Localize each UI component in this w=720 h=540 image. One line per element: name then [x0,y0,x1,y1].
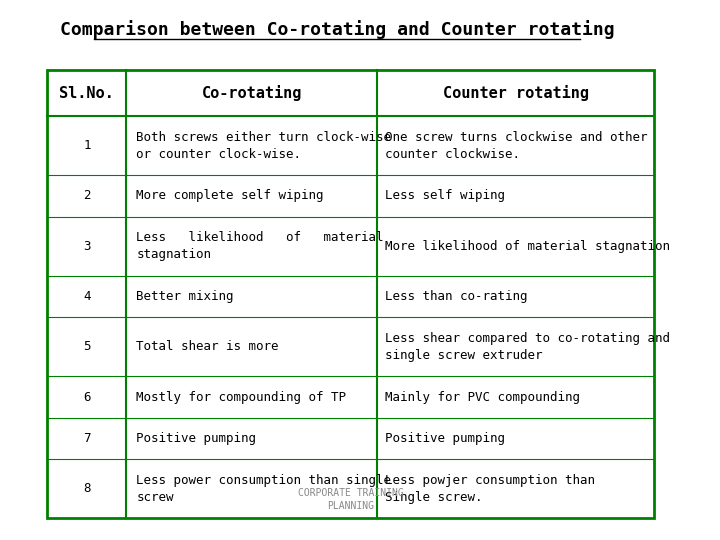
Text: 6: 6 [83,390,91,403]
Text: Less self wiping: Less self wiping [385,190,505,202]
Text: Co-rotating: Co-rotating [202,85,302,101]
Text: 2: 2 [83,190,91,202]
Text: One screw turns clockwise and other
counter clockwise.: One screw turns clockwise and other coun… [385,131,647,161]
Text: More likelihood of material stagnation: More likelihood of material stagnation [385,240,670,253]
Bar [48,70,654,518]
Text: Better mixing: Better mixing [137,290,234,303]
Text: Sl.No.: Sl.No. [60,86,114,100]
Text: Mostly for compounding of TP: Mostly for compounding of TP [137,390,346,403]
Text: 4: 4 [83,290,91,303]
Text: 8: 8 [83,482,91,495]
Text: Positive pumping: Positive pumping [137,432,256,445]
Text: Positive pumping: Positive pumping [385,432,505,445]
Text: 7: 7 [83,432,91,445]
Text: Less power consumption than single
screw: Less power consumption than single screw [137,474,392,504]
Text: CORPORATE TRAINING
PLANNING: CORPORATE TRAINING PLANNING [298,488,403,511]
Text: Both screws either turn clock-wise
or counter clock-wise.: Both screws either turn clock-wise or co… [137,131,392,161]
Text: Comparison between Co-rotating and Counter rotating: Comparison between Co-rotating and Count… [60,20,614,39]
Text: Total shear is more: Total shear is more [137,340,279,353]
Text: Less   likelihood   of   material
stagnation: Less likelihood of material stagnation [137,231,384,261]
Text: 5: 5 [83,340,91,353]
Text: Mainly for PVC compounding: Mainly for PVC compounding [385,390,580,403]
Text: Less than co-rating: Less than co-rating [385,290,528,303]
Text: 3: 3 [83,240,91,253]
Text: Less shear compared to co-rotating and
single screw extruder: Less shear compared to co-rotating and s… [385,332,670,362]
Text: 1: 1 [83,139,91,152]
Text: Counter rotating: Counter rotating [443,85,588,101]
Text: Less powjer consumption than
Single screw.: Less powjer consumption than Single scre… [385,474,595,504]
Text: More complete self wiping: More complete self wiping [137,190,324,202]
